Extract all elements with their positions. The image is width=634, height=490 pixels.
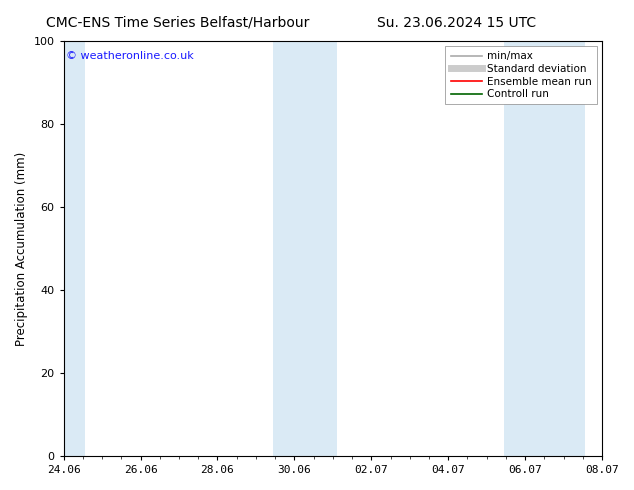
Bar (273, 41, 337, 456)
Bar (504, 41, 585, 456)
Text: Su. 23.06.2024 15 UTC: Su. 23.06.2024 15 UTC (377, 16, 536, 30)
Text: CMC-ENS Time Series Belfast/Harbour: CMC-ENS Time Series Belfast/Harbour (46, 16, 309, 30)
Text: © weatheronline.co.uk: © weatheronline.co.uk (67, 51, 194, 61)
Y-axis label: Precipitation Accumulation (mm): Precipitation Accumulation (mm) (15, 151, 28, 345)
Legend: min/max, Standard deviation, Ensemble mean run, Controll run: min/max, Standard deviation, Ensemble me… (445, 46, 597, 104)
Bar (63, 41, 85, 456)
